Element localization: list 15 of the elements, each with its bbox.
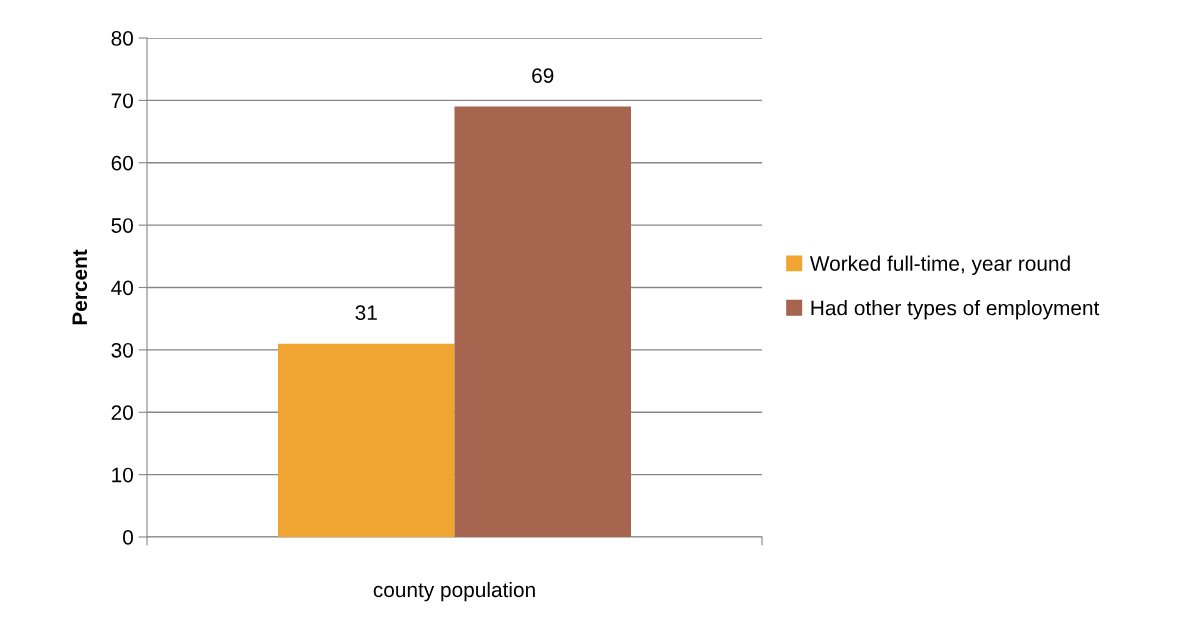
legend-label: Had other types of employment — [811, 300, 1100, 320]
y-tick-label: 10 — [112, 467, 133, 483]
y-tick-label: 0 — [123, 530, 133, 545]
y-tick-label: 80 — [111, 31, 133, 46]
y-tick-label: 70 — [111, 93, 133, 109]
y-tick-label: 50 — [111, 218, 133, 233]
y-tick-label: 20 — [111, 405, 133, 420]
y-tick-label: 60 — [111, 155, 133, 171]
y-axis-title: Percent — [72, 249, 88, 325]
y-tick-label: 40 — [111, 280, 133, 296]
data-label: 69 — [532, 68, 554, 84]
legend-label: Worked full-time, year round — [809, 255, 1070, 275]
x-tick-label: county population — [373, 581, 535, 602]
data-label: 31 — [355, 305, 377, 321]
y-tick-label: 30 — [111, 342, 133, 358]
